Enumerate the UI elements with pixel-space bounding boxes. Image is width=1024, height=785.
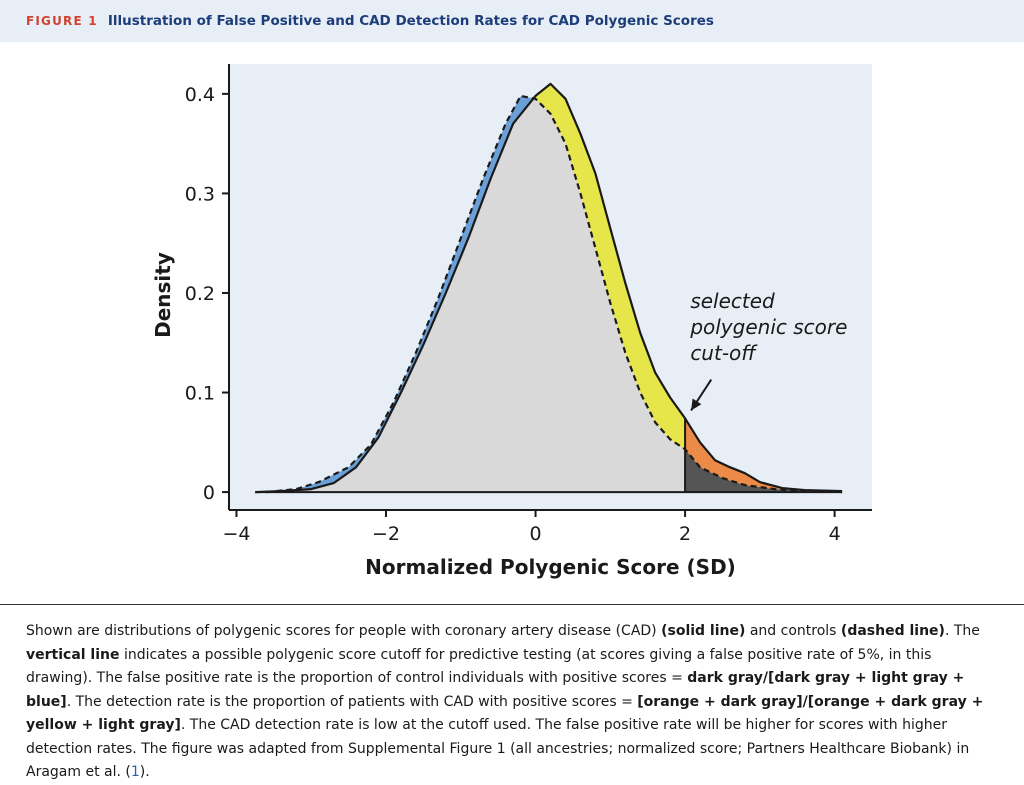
caption-text: ). xyxy=(139,764,150,780)
x-axis-title: Normalized Polygenic Score (SD) xyxy=(365,555,736,579)
caption-bold-solid-line: (solid line) xyxy=(661,623,746,639)
y-tick-label: 0.2 xyxy=(185,283,215,305)
y-axis-title: Density xyxy=(151,252,175,338)
cutoff-annotation-line: polygenic score xyxy=(689,315,847,339)
density-chart: 0 0.1 0.2 0.3 0.4 −4 −2 0 2 4 Normalized Polygenic… xyxy=(151,64,872,579)
caption-text: . The xyxy=(944,623,980,639)
x-tick-label: 0 xyxy=(529,523,541,545)
cad-solid-line xyxy=(255,82,843,494)
x-tick-label: 2 xyxy=(679,523,691,545)
caption-text: Shown are distributions of polygenic sco… xyxy=(26,623,662,639)
caption-bold-dashed-line: (dashed line) xyxy=(840,623,945,639)
light-gray-region xyxy=(255,98,686,493)
figure-label: FIGURE 1 xyxy=(26,14,98,28)
yellow-region xyxy=(534,84,686,450)
caption-divider xyxy=(0,604,1024,605)
x-tick-label: 4 xyxy=(829,523,841,545)
y-tick-label: 0.1 xyxy=(185,383,215,405)
y-tick-label: 0 xyxy=(203,482,215,504)
caption-bold-vertical-line: vertical line xyxy=(26,646,120,663)
x-tick-label: −2 xyxy=(372,523,400,545)
dark-gray-region xyxy=(685,449,843,493)
caption-bold-detection-formula: [orange + dark gray]/[orange + dark gray… xyxy=(26,693,984,734)
reference-link[interactable]: 1 xyxy=(130,764,140,780)
caption-text: . The CAD detection rate is low at the c… xyxy=(26,717,970,780)
cutoff-annotation-line: cut-off xyxy=(690,341,758,365)
caption-text: indicates a possible polygenic score cut… xyxy=(26,646,932,687)
figure-caption: Shown are distributions of polygenic sco… xyxy=(26,620,1001,785)
caption-text: . The detection rate is the proportion o… xyxy=(66,693,638,710)
figure-title: Illustration of False Positive and CAD D… xyxy=(107,13,714,29)
caption-bold-false-positive-formula: dark gray/[dark gray + light gray + blue… xyxy=(26,670,965,710)
y-tick-label: 0.3 xyxy=(185,183,215,205)
cutoff-annotation-line: selected xyxy=(690,289,775,313)
x-tick-label: −4 xyxy=(222,523,250,545)
orange-region xyxy=(685,419,842,493)
figure-header: FIGURE 1 Illustration of False Positive … xyxy=(0,0,1024,42)
caption-text: and controls xyxy=(745,623,841,639)
y-tick-label: 0.4 xyxy=(185,84,215,106)
annotation-arrow-head xyxy=(691,398,702,411)
controls-dashed-line xyxy=(266,94,843,494)
